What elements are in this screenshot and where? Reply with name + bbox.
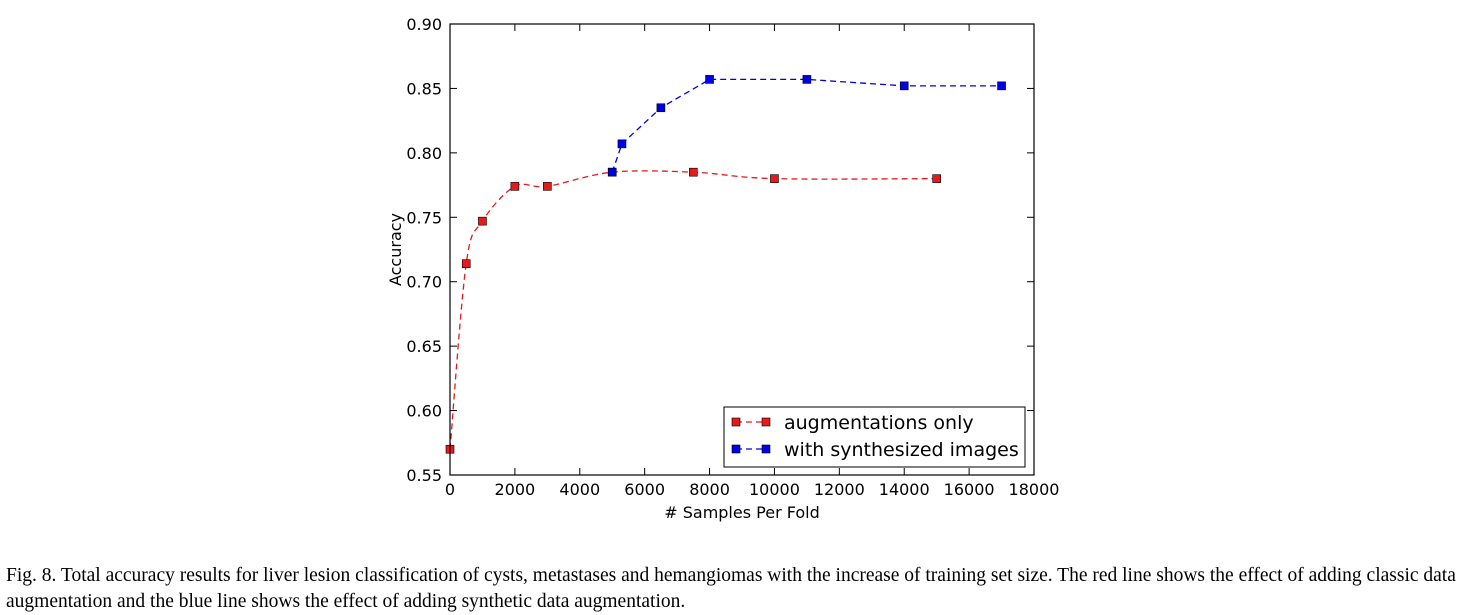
y-tick-label: 0.90: [406, 15, 442, 34]
data-point-2: [899, 81, 909, 91]
legend-marker: [761, 444, 771, 454]
data-point-2: [617, 139, 627, 149]
legend-label: augmentations only: [784, 412, 974, 434]
legend-marker: [731, 444, 741, 454]
x-tick-label: 8000: [689, 480, 730, 499]
y-axis-label: Accuracy: [386, 213, 405, 286]
legend-marker: [731, 417, 741, 427]
y-tick-label: 0.75: [406, 208, 442, 227]
data-point-2: [705, 75, 714, 84]
y-tick-label: 0.55: [406, 466, 442, 485]
data-point-1: [932, 174, 941, 183]
data-point-1: [461, 259, 471, 268]
x-axis-ticks: 0 2000 4000 6000 8000 10000 12000 14000 16000 180…: [445, 24, 1060, 499]
y-axis-ticks: 0.55 0.60 0.65 0.70 0.75 0.80 0.85 0.90: [406, 15, 1034, 485]
data-point-1: [770, 174, 779, 183]
x-tick-label: 16000: [944, 480, 995, 499]
data-point-1: [510, 182, 520, 191]
series-lines: [449, 78, 1002, 450]
legend-label: with synthesized images: [784, 439, 1019, 461]
data-point-2: [997, 81, 1006, 91]
chart-figure: 0 2000 4000 6000 8000 10000 12000 14000 16000 180…: [386, 15, 1060, 522]
y-tick-label: 0.80: [406, 144, 442, 163]
x-tick-label: 12000: [814, 480, 865, 499]
x-tick-label: 6000: [624, 480, 665, 499]
series-markers: [445, 75, 1006, 454]
accuracy-chart: 0 2000 4000 6000 8000 10000 12000 14000 16000 180…: [386, 15, 1060, 522]
x-tick-label: 14000: [879, 480, 930, 499]
data-point-2: [802, 75, 812, 84]
y-tick-label: 0.85: [406, 79, 442, 98]
x-axis-label: # Samples Per Fold: [664, 503, 820, 522]
data-point-2: [607, 167, 617, 177]
y-tick-label: 0.60: [406, 402, 442, 421]
y-tick-label: 0.65: [406, 337, 442, 356]
series-line-2: [611, 78, 1002, 173]
data-point-1: [478, 216, 487, 226]
x-tick-label: 10000: [749, 480, 800, 499]
x-tick-label: 4000: [559, 480, 600, 499]
data-point-1: [543, 182, 552, 191]
data-point-1: [689, 167, 698, 177]
legend-marker: [761, 417, 771, 427]
y-tick-label: 0.70: [406, 273, 442, 292]
figure-caption: Fig. 8. Total accuracy results for liver…: [6, 565, 1456, 612]
data-point-2: [656, 103, 666, 113]
x-tick-label: 2000: [495, 480, 536, 499]
legend: augmentations only with synthesized image…: [723, 406, 1026, 468]
plot-frame: [449, 23, 1035, 476]
legend-frame: [723, 406, 1026, 468]
x-tick-label: 18000: [1009, 480, 1060, 499]
x-tick-label: 0: [445, 480, 455, 499]
